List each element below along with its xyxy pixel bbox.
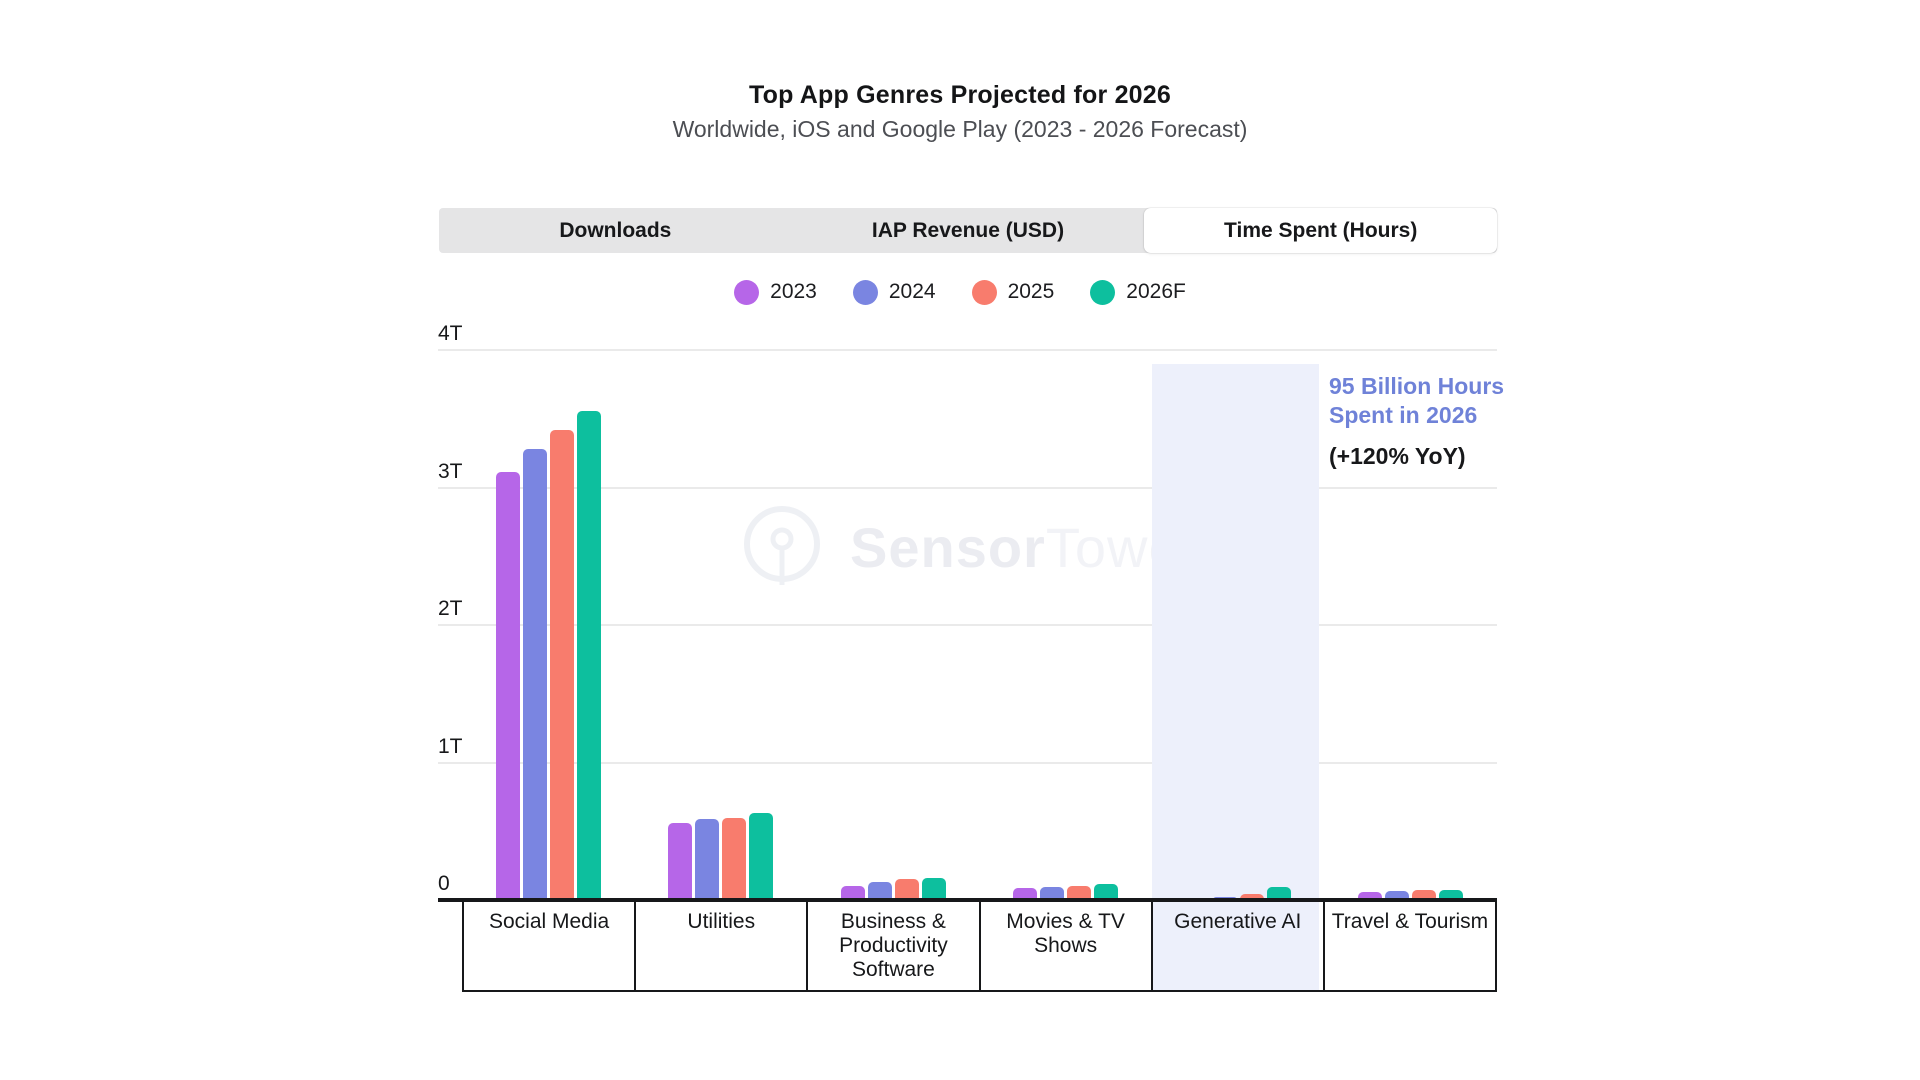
bar-group-movies-tv-shows: [980, 350, 1153, 900]
generative-ai-highlight-band: [1152, 364, 1319, 992]
y-tick-label: 0: [438, 872, 450, 895]
plot-area: [462, 350, 1497, 900]
bar-2025-6: [1412, 890, 1437, 900]
tab-iap-revenue[interactable]: IAP Revenue (USD): [871, 218, 1065, 242]
gridline: [438, 349, 1497, 351]
legend-swatch-2025-icon: [971, 279, 997, 305]
bar-2023-1: [495, 472, 520, 900]
x-axis-category-table: Social Media Utilities Business & Producti…: [462, 902, 1497, 992]
y-tick-label: 3T: [438, 459, 463, 483]
bar-2026F-1: [576, 410, 601, 900]
category-cell-utilities: Utilities: [636, 902, 809, 990]
bar-group-social-media: [462, 350, 635, 900]
bar-2023-4: [1013, 887, 1038, 900]
bar-2025-2: [722, 817, 747, 900]
bar-2026F-6: [1439, 889, 1464, 900]
bar-2023-6: [1358, 891, 1383, 900]
bar-2024-3: [867, 882, 892, 900]
y-tick-label: 1T: [438, 734, 463, 758]
tab-time-spent[interactable]: Time Spent (Hours): [1144, 208, 1498, 253]
category-cell-generative-ai: Generative AI: [1153, 902, 1325, 990]
page-subtitle: Worldwide, iOS and Google Play (2023 - 2…: [672, 116, 1248, 142]
bar-2026F-2: [749, 813, 774, 900]
bar-group-business-productivity-software: [807, 350, 980, 900]
bar-group-generative-ai: [1152, 350, 1325, 900]
bar-group-utilities: [635, 350, 808, 900]
y-tick-label: 4T: [438, 322, 463, 345]
bar-2023-3: [840, 886, 865, 900]
bar-2024-4: [1040, 886, 1065, 900]
annotation-headline-line1: 95 Billion Hours: [1329, 373, 1505, 399]
metric-tab-bar: Downloads IAP Revenue (USD) Time Spent (…: [439, 208, 1498, 253]
bar-2025-3: [894, 879, 919, 900]
legend-label: 2025: [1007, 280, 1055, 303]
bar-2026F-5: [1266, 886, 1291, 900]
legend-item-2024[interactable]: 2024: [852, 279, 936, 305]
legend-item-2025[interactable]: 2025: [971, 279, 1055, 305]
legend-swatch-2024-icon: [852, 279, 878, 305]
legend-item-2023[interactable]: 2023: [734, 279, 817, 305]
category-cell-movies-tv-shows: Movies & TV Shows: [981, 902, 1153, 990]
category-cell-business-productivity-software: Business & Productivity Software: [808, 902, 981, 990]
y-tick-label: 2T: [438, 597, 463, 620]
sensor-tower-logo-icon: [744, 506, 820, 585]
legend-label: 2024: [888, 280, 936, 303]
bar-2025-4: [1067, 886, 1092, 900]
category-cell-social-media: Social Media: [464, 902, 637, 990]
bar-2024-2: [695, 818, 720, 900]
gridline: [438, 761, 1497, 764]
tab-downloads[interactable]: Downloads: [559, 218, 672, 242]
generative-ai-annotation: 95 Billion Hours Spent in 2026 (+120% Yo…: [1329, 372, 1504, 470]
bar-group-travel-tourism: [1325, 350, 1498, 900]
gridline: [438, 486, 1497, 489]
gridline: [438, 624, 1497, 626]
page-title: Top App Genres Projected for 2026: [749, 81, 1171, 109]
legend-label: 2023: [770, 280, 817, 303]
bar-2026F-3: [921, 878, 946, 900]
bar-2023-2: [668, 823, 693, 900]
x-axis-line: [438, 898, 1497, 902]
legend-swatch-2026f-icon: [1090, 279, 1116, 305]
watermark-sensor: Sensor: [850, 515, 1046, 579]
annotation-headline-line2: Spent in 2026: [1329, 402, 1478, 428]
bar-2026F-4: [1094, 883, 1119, 900]
bar-2025-5: [1239, 894, 1264, 900]
annotation-yoy-growth: (+120% YoY): [1329, 443, 1466, 469]
bar-2025-1: [549, 429, 574, 900]
category-cell-travel-tourism: Travel & Tourism: [1331, 910, 1489, 933]
legend: 2023 2024 2025 2026F: [0, 277, 1920, 307]
bar-2024-1: [522, 449, 547, 900]
bar-2024-6: [1385, 891, 1410, 900]
legend-swatch-2023-icon: [734, 279, 760, 305]
legend-item-2026f[interactable]: 2026F: [1090, 279, 1186, 305]
legend-label: 2026F: [1126, 280, 1186, 303]
